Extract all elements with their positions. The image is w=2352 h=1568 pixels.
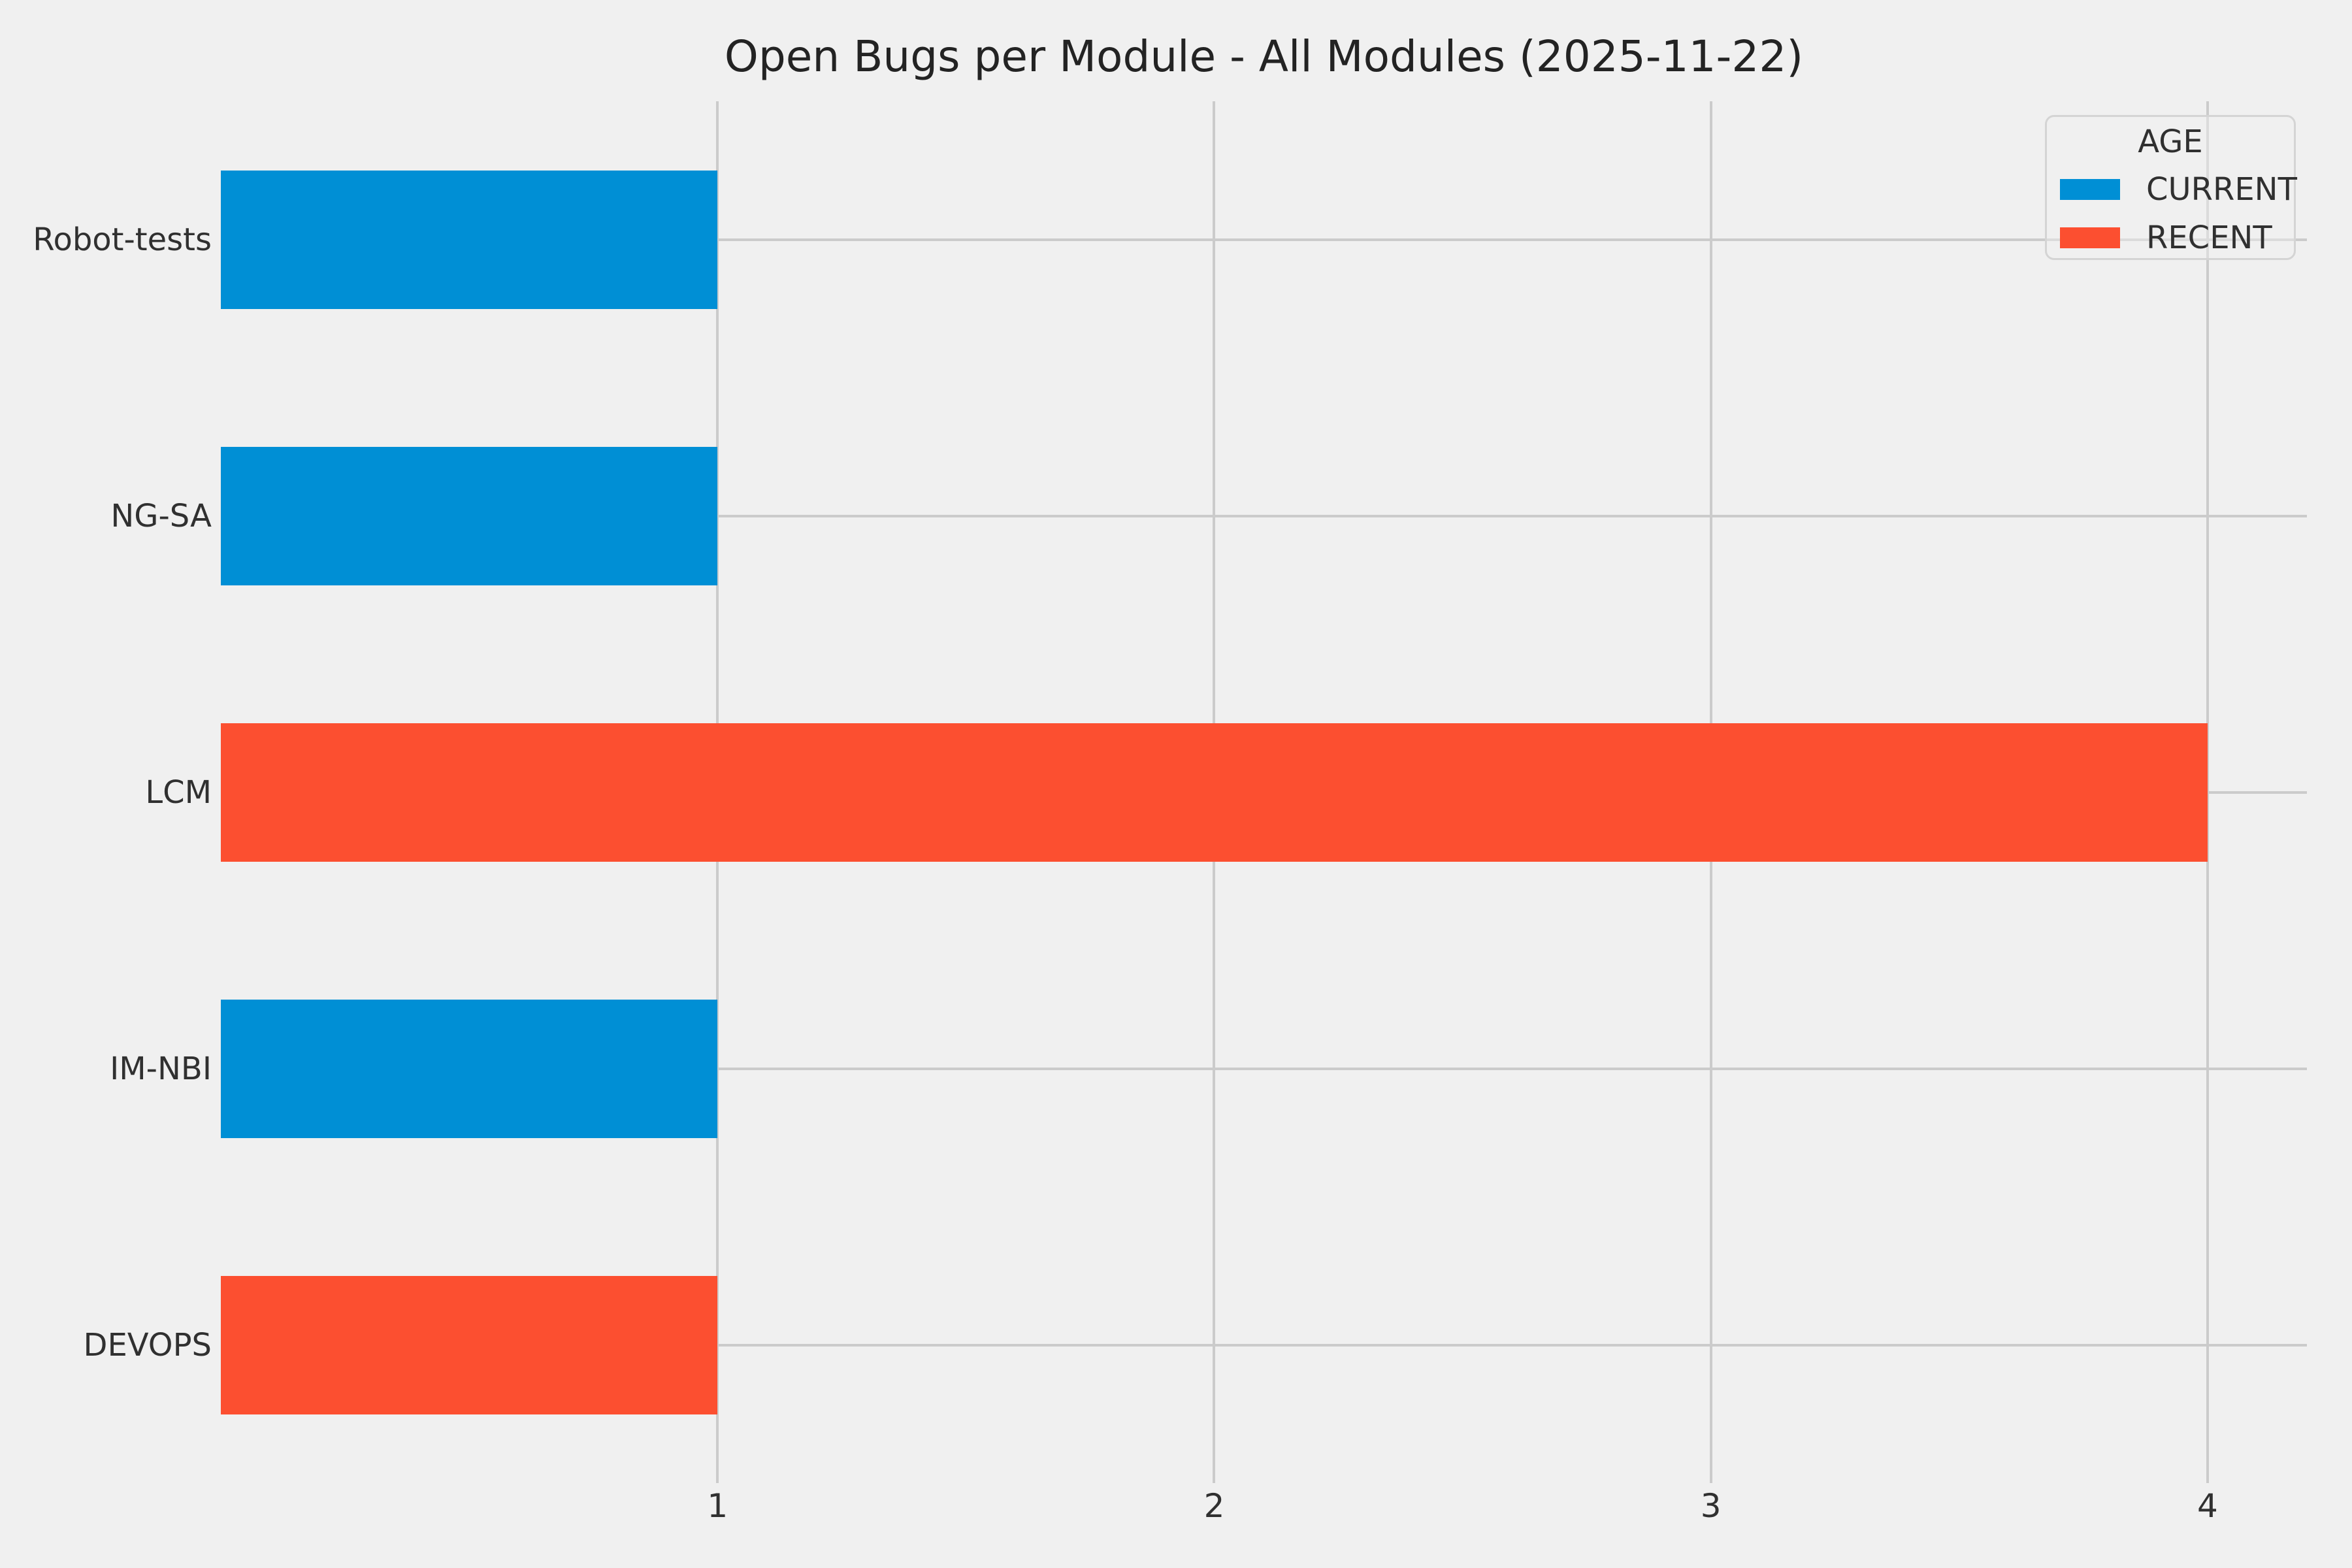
bar-im-nbi (221, 999, 718, 1138)
h-gridline-devops (221, 1343, 2307, 1347)
legend-entries: CURRENT RECENT (2059, 159, 2297, 256)
x-tick-label-1: 1 (707, 1487, 728, 1525)
legend-entry-current: CURRENT (2059, 171, 2297, 208)
y-label-ng-sa: NG-SA (110, 497, 212, 534)
y-label-im-nbi: IM-NBI (110, 1050, 212, 1087)
plot-area (221, 101, 2307, 1483)
chart-title: Open Bugs per Module - All Modules (2025… (724, 31, 1804, 82)
bar-ng-sa (221, 446, 718, 585)
legend-entry-recent: RECENT (2059, 220, 2282, 256)
v-gridline-4 (2206, 101, 2209, 1483)
bar-robot-tests (221, 170, 718, 309)
y-label-lcm: LCM (145, 774, 212, 811)
bar-lcm (221, 723, 2208, 862)
legend-entry-label-current: CURRENT (2146, 171, 2297, 208)
x-tick-label-4: 4 (2197, 1487, 2218, 1525)
x-tick-label-2: 2 (1203, 1487, 1225, 1525)
y-label-robot-tests: Robot-tests (33, 221, 212, 258)
x-tick-label-3: 3 (1700, 1487, 1722, 1525)
legend-swatch-current (2060, 178, 2120, 200)
y-label-devops: DEVOPS (83, 1326, 212, 1364)
h-gridline-robot-tests (221, 238, 2307, 241)
legend: AGE CURRENT RECENT (2045, 115, 2297, 260)
legend-swatch-recent (2060, 227, 2120, 248)
bar-devops (221, 1275, 718, 1414)
h-gridline-im-nbi (221, 1067, 2307, 1070)
legend-title: AGE (2138, 123, 2203, 160)
h-gridline-ng-sa (221, 514, 2307, 517)
legend-entry-label-recent: RECENT (2146, 219, 2272, 256)
